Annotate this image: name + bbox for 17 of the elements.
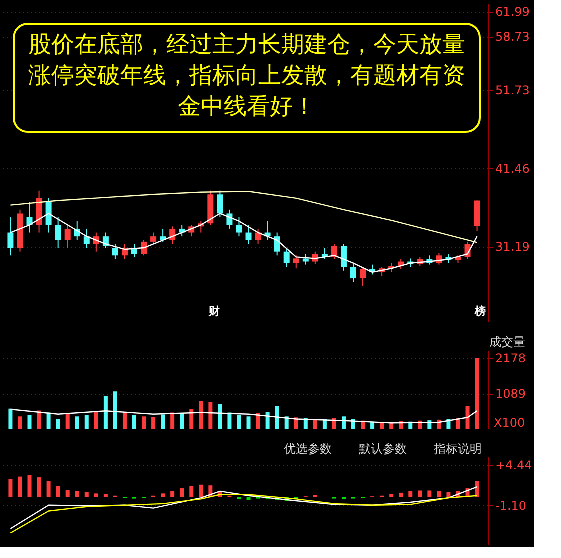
text: X100 xyxy=(494,416,526,430)
annotation: 榜 xyxy=(474,305,486,318)
text: 默认参数 xyxy=(358,442,407,456)
y-tick-label: -1.10 xyxy=(496,498,527,513)
y-tick-label: 1089 xyxy=(496,387,526,402)
y-tick-label: 31.19 xyxy=(496,240,530,254)
text: 指标说明 xyxy=(433,442,482,456)
annotation: 财 xyxy=(208,305,220,318)
y-tick-label: +4.44 xyxy=(496,458,532,472)
text: 优选参数 xyxy=(284,442,332,456)
y-tick-label: 51.73 xyxy=(496,83,530,98)
y-tick-label: 41.46 xyxy=(496,162,530,176)
y-tick-label: 58.73 xyxy=(496,30,530,44)
y-tick-label: 2178 xyxy=(496,352,526,366)
annotation: 股价在底部，经过主力长期建仓，今天放量涨停突破年线，指标向上发散，有题材有资金中线看好！ xyxy=(28,32,466,120)
y-tick-label: 61.99 xyxy=(496,5,530,20)
chart-title: 成交量 xyxy=(490,335,526,349)
